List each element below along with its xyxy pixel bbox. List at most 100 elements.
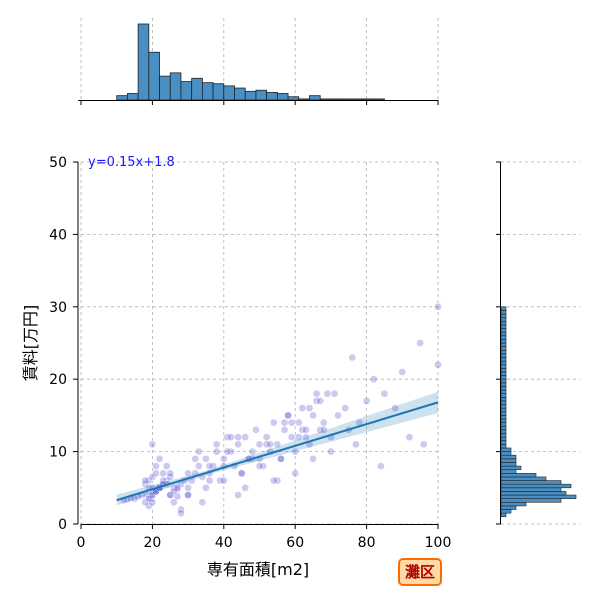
top-hist-bar xyxy=(362,98,375,101)
regression-confidence-band xyxy=(116,391,438,506)
scatter-point xyxy=(319,426,328,434)
scatter-point xyxy=(269,418,278,427)
right-hist-bar xyxy=(500,473,537,478)
right-hist-bar xyxy=(500,393,507,398)
top-hist-bar xyxy=(341,98,353,101)
right-hist-bar xyxy=(500,335,507,340)
right-hist-bar xyxy=(500,375,507,380)
scatter-point xyxy=(141,476,150,485)
right-hist-bar xyxy=(500,462,517,467)
scatter-point xyxy=(191,454,200,463)
scatter-point xyxy=(194,462,203,470)
regression-line-group xyxy=(116,391,439,506)
scatter-point xyxy=(146,494,155,503)
top-hist-bar xyxy=(351,98,364,101)
right-hist-bar xyxy=(500,498,562,503)
right-hist-bar xyxy=(500,509,512,514)
y-tick-label: 10 xyxy=(49,445,67,461)
right-hist-bar xyxy=(500,465,522,470)
scatter-point xyxy=(312,389,321,398)
right-hist-bar xyxy=(500,310,507,315)
top-marginal-histogram xyxy=(78,18,439,105)
right-hist-bar xyxy=(500,494,577,499)
scatter-point xyxy=(184,483,192,492)
top-hist-bar xyxy=(244,90,257,101)
top-hist-bar xyxy=(330,98,343,101)
x-tick-label: 100 xyxy=(425,535,452,551)
y-axis-label: 賃料[万円] xyxy=(21,305,40,382)
scatter-point xyxy=(219,454,228,463)
right-hist-bar xyxy=(500,331,507,337)
right-hist-bar xyxy=(500,396,507,402)
scatter-point xyxy=(234,433,242,441)
right-hist-bar xyxy=(500,328,507,333)
right-hist-bar xyxy=(500,483,572,489)
scatter-points xyxy=(119,302,442,517)
x-tick-label: 0 xyxy=(77,535,86,551)
scatter-point xyxy=(219,476,228,485)
right-hist-bar xyxy=(500,447,512,452)
scatter-point xyxy=(380,389,389,398)
scatter-point xyxy=(184,491,192,499)
right-marginal-histogram xyxy=(496,161,580,525)
right-hist-bar xyxy=(500,480,562,485)
scatter-point xyxy=(173,483,182,492)
y-tick-label: 50 xyxy=(49,155,67,171)
right-hist-bar xyxy=(500,378,507,384)
right-hist-bar xyxy=(500,313,507,318)
right-hist-bar xyxy=(500,476,547,481)
scatter-point xyxy=(237,469,246,478)
scatter-point xyxy=(212,447,221,456)
scatter-point xyxy=(309,454,317,463)
right-hist-bar xyxy=(500,433,507,438)
scatter-point xyxy=(377,462,385,470)
scatter-point xyxy=(352,440,360,449)
top-hist-bar xyxy=(319,98,332,101)
scatter-point xyxy=(280,418,289,427)
top-hist-bar xyxy=(159,75,171,101)
scatter-point xyxy=(405,433,414,441)
y-tick-label: 0 xyxy=(58,517,67,533)
right-hist-bar xyxy=(500,320,507,326)
right-hist-bar xyxy=(500,368,507,373)
scatter-point xyxy=(202,483,210,492)
right-hist-bar xyxy=(500,436,507,442)
scatter-point xyxy=(416,339,424,347)
scatter-point xyxy=(348,353,357,362)
right-hist-bar xyxy=(500,349,507,355)
scatter-point xyxy=(294,418,303,427)
scatter-point xyxy=(291,469,300,478)
scatter-point xyxy=(341,404,350,413)
scatter-point xyxy=(277,454,285,463)
right-hist-bar xyxy=(500,440,507,445)
scatter-point xyxy=(330,389,339,398)
scatter-point xyxy=(287,433,296,441)
x-tick-label: 40 xyxy=(215,535,233,551)
y-tick-label: 20 xyxy=(49,372,67,388)
scatter-point xyxy=(316,397,325,405)
right-hist-bar xyxy=(500,451,512,456)
right-hist-bar xyxy=(500,404,507,409)
right-hist-bar xyxy=(500,469,517,474)
scatter-point xyxy=(334,411,342,420)
top-hist-bar xyxy=(212,83,225,101)
top-hist-bar xyxy=(234,87,246,101)
scatter-point xyxy=(241,483,250,492)
right-hist-bar xyxy=(500,458,517,463)
right-hist-bar xyxy=(500,425,507,431)
right-hist-bar xyxy=(500,357,507,362)
scatter-point xyxy=(391,404,400,413)
right-hist-bar xyxy=(500,505,517,510)
top-hist-bar xyxy=(309,95,321,101)
top-hist-bar xyxy=(191,77,203,101)
right-hist-bar xyxy=(500,501,527,507)
right-hist-bar xyxy=(500,454,517,460)
scatter-point xyxy=(287,418,296,427)
right-hist-bar xyxy=(500,371,507,376)
top-hist-bar xyxy=(180,81,193,101)
scatter-point xyxy=(434,302,442,311)
y-tick-label: 40 xyxy=(49,227,67,243)
top-hist-bar xyxy=(148,51,160,101)
scatter-point xyxy=(255,440,264,449)
scatter-point xyxy=(262,433,271,441)
